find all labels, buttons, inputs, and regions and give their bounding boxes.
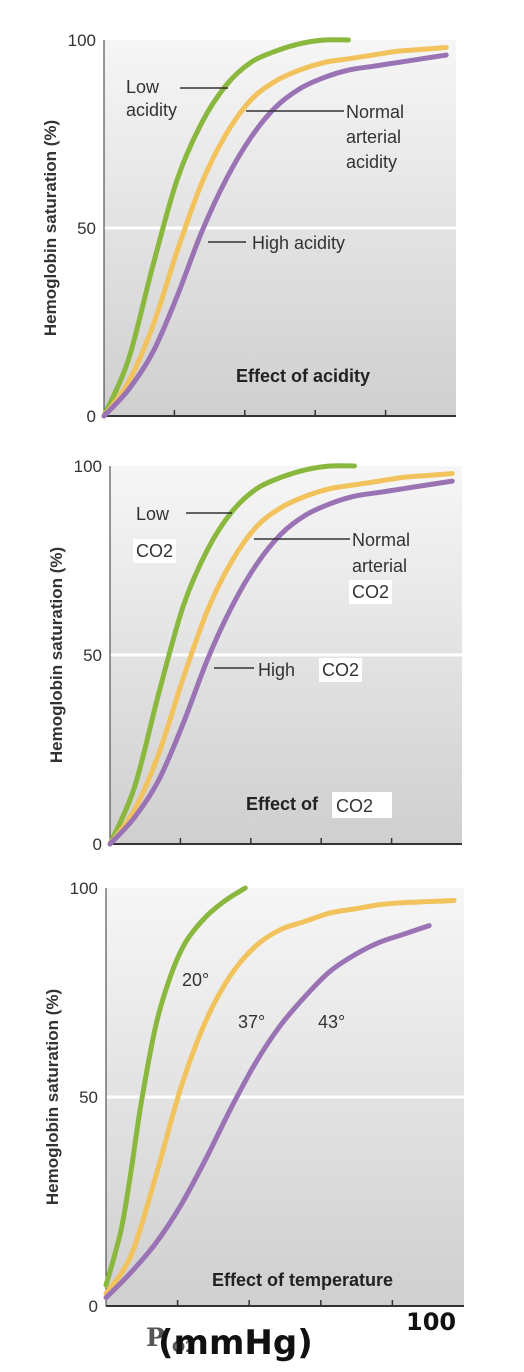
- y-tick-label: 0: [87, 407, 96, 426]
- annotation-label: 43°: [318, 1012, 345, 1032]
- series-line-1: [101, 37, 351, 419]
- y-tick-label: 50: [83, 646, 102, 665]
- annotation-label: 37°: [238, 1012, 265, 1032]
- series-line-1: [107, 463, 357, 847]
- label-box: [349, 580, 392, 604]
- annotation-label: High acidity: [252, 233, 345, 253]
- series-line-2: [101, 45, 449, 419]
- annotation-label: Low: [136, 504, 170, 524]
- annotation-label: acidity: [346, 152, 397, 172]
- x-axis-unit-label: (mmHg): [158, 1323, 313, 1363]
- y-tick-label: 0: [93, 835, 102, 854]
- x-axis-end-value: 100: [406, 1308, 456, 1336]
- chart-title: Effect of temperature: [212, 1270, 393, 1290]
- p-symbol: P: [146, 1323, 165, 1352]
- series-line-3: [101, 52, 449, 419]
- y-tick-label: 50: [77, 219, 96, 238]
- series-line-2: [107, 471, 455, 847]
- annotation-label: CO2: [352, 582, 389, 602]
- label-box: [319, 658, 362, 682]
- series-line-3: [103, 923, 432, 1301]
- y-tick-label: 100: [68, 31, 96, 50]
- chart-panel-1: 0 50 100 Hemoglobin saturation (%) Low acidit…: [41, 31, 456, 426]
- chart-title: Effect of acidity: [236, 366, 370, 386]
- annotation-label: High: [258, 660, 295, 680]
- annotation-label: CO2: [136, 541, 173, 561]
- annotation-label: Normal: [352, 530, 410, 550]
- label-box: [332, 792, 392, 818]
- y-axis-label: Hemoglobin saturation (%): [47, 547, 66, 763]
- y-tick-label: 100: [74, 457, 102, 476]
- label-box: [133, 539, 176, 563]
- annotation-label: Normal: [346, 102, 404, 122]
- y-tick-label: 0: [89, 1297, 98, 1316]
- p-subscript: O2: [172, 1338, 196, 1356]
- annotation-label: Low: [126, 77, 160, 97]
- y-tick-label: 50: [79, 1088, 98, 1107]
- chart-panel-3: 0 50 100 Hemoglobin saturation (%) 20° 37° 43°…: [43, 879, 464, 1316]
- chart-title-value: CO2: [336, 796, 373, 816]
- series-line-3: [107, 478, 455, 847]
- y-tick-label: 100: [70, 879, 98, 898]
- chart-title-prefix: Effect of: [246, 794, 319, 814]
- y-axis-label: Hemoglobin saturation (%): [41, 120, 60, 336]
- annotation-label: arterial: [352, 556, 407, 576]
- annotation-label: CO2: [322, 660, 359, 680]
- y-axis-label: Hemoglobin saturation (%): [43, 989, 62, 1205]
- series-line-1: [103, 885, 248, 1288]
- annotation-label: 20°: [182, 970, 209, 990]
- annotation-label: arterial: [346, 127, 401, 147]
- chart-panel-2: 0 50 100 Hemoglobin saturation (%) Low CO2 Nor…: [47, 457, 462, 854]
- annotation-label: acidity: [126, 100, 177, 120]
- series-line-2: [103, 898, 457, 1296]
